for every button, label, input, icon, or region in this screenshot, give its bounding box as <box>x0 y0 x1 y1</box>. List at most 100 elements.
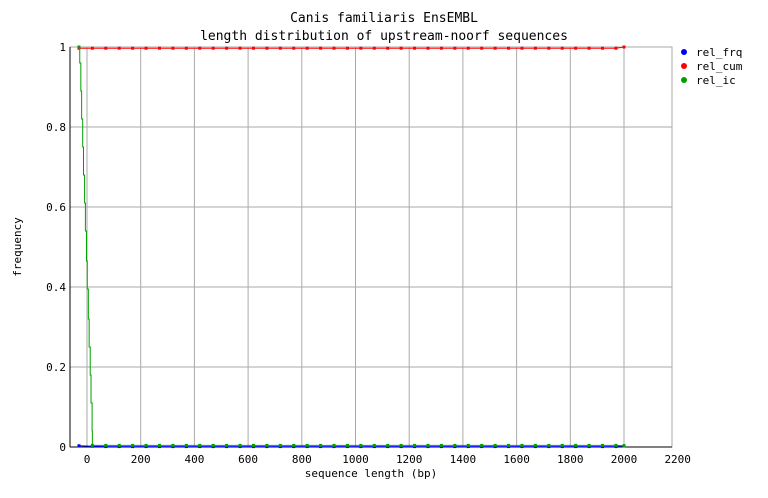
data-point-rel_cum <box>453 46 457 50</box>
data-point-rel_cum <box>265 46 269 50</box>
x-tick-label: 2000 <box>611 453 638 466</box>
data-point-rel_cum <box>251 46 255 50</box>
series-line-rel_ic <box>78 46 625 447</box>
y-tick-label: 1 <box>59 41 66 54</box>
data-point-rel_ic <box>278 443 282 447</box>
data-point-rel_ic <box>533 443 537 447</box>
data-point-rel_ic <box>547 443 551 447</box>
data-point-rel_cum <box>507 46 511 50</box>
data-point-rel_cum <box>305 46 309 50</box>
x-tick-label: 400 <box>184 453 204 466</box>
legend-label-rel_frq: rel_frq <box>696 46 742 59</box>
legend-marker-rel_cum <box>681 63 687 69</box>
data-point-rel_cum <box>547 46 551 50</box>
data-point-rel_cum <box>520 46 524 50</box>
data-point-rel_cum <box>386 46 390 50</box>
x-tick-label: 1200 <box>396 453 423 466</box>
data-point-rel_cum <box>493 46 497 50</box>
data-point-rel_ic <box>225 443 229 447</box>
x-tick-label: 2200 <box>664 453 691 466</box>
data-point-rel_ic <box>319 443 323 447</box>
data-point-rel_ic <box>211 443 215 447</box>
data-point-rel_ic <box>453 443 457 447</box>
data-point-rel_cum <box>278 46 282 50</box>
data-point-rel_ic <box>439 443 443 447</box>
data-point-rel_ic <box>104 443 108 447</box>
data-point-rel_cum <box>90 46 94 50</box>
x-tick-label: 1400 <box>450 453 477 466</box>
data-point-rel_cum <box>332 46 336 50</box>
chart-subtitle: length distribution of upstream-noorf se… <box>200 29 568 44</box>
legend-label-rel_cum: rel_cum <box>696 60 743 73</box>
data-point-rel_ic <box>587 443 591 447</box>
data-point-rel_ic <box>198 443 202 447</box>
data-point-rel_cum <box>587 46 591 50</box>
data-point-rel_cum <box>211 46 215 50</box>
x-tick-label: 200 <box>131 453 151 466</box>
data-point-rel_cum <box>144 46 148 50</box>
data-point-rel_cum <box>198 46 202 50</box>
data-point-rel_ic <box>426 443 430 447</box>
data-point-rel_cum <box>359 46 363 50</box>
data-point-rel_cum <box>574 46 578 50</box>
data-point-rel_cum <box>601 46 605 50</box>
data-point-rel_ic <box>520 443 524 447</box>
data-point-rel_ic <box>359 443 363 447</box>
data-point-rel_cum <box>480 46 484 50</box>
data-point-rel_ic <box>171 443 175 447</box>
data-point-rel_cum <box>171 46 175 50</box>
data-point-rel_cum <box>372 46 376 50</box>
data-point-rel_cum <box>466 46 470 50</box>
y-axis-label: frequency <box>11 217 24 277</box>
series-line-rel_frq <box>78 445 625 448</box>
data-point-rel_ic <box>560 443 564 447</box>
x-tick-label: 1800 <box>557 453 584 466</box>
legend-label-rel_ic: rel_ic <box>696 74 736 87</box>
data-point-rel_cum <box>533 46 537 50</box>
data-point-rel_cum <box>413 46 417 50</box>
data-point-rel_ic <box>184 443 188 447</box>
data-point-rel_cum <box>292 46 296 50</box>
data-point-rel_cum <box>238 46 242 50</box>
data-point-rel_ic <box>413 443 417 447</box>
data-point-rel_ic <box>131 443 135 447</box>
data-point-rel_cum <box>117 46 121 50</box>
data-point-rel_cum <box>399 46 403 50</box>
x-axis-label: sequence length (bp) <box>305 467 437 480</box>
x-tick-label: 1600 <box>503 453 530 466</box>
plot-frame <box>69 46 673 448</box>
y-tick-label: 0 <box>59 441 66 454</box>
y-tick-label: 0.4 <box>46 281 66 294</box>
data-point-rel_ic <box>507 443 511 447</box>
data-point-rel_ic <box>399 443 403 447</box>
data-point-rel_cum <box>131 46 135 50</box>
data-point-rel_ic <box>157 443 161 447</box>
data-point-rel_cum <box>157 46 161 50</box>
data-point-rel_ic <box>305 443 309 447</box>
data-point-rel_ic <box>265 443 269 447</box>
data-point-rel_ic <box>292 443 296 447</box>
data-point-rel_cum <box>225 46 229 50</box>
y-tick-label: 0.8 <box>46 121 66 134</box>
data-point-rel_cum <box>622 45 626 49</box>
data-point-rel_ic <box>466 443 470 447</box>
data-point-rel_ic <box>117 443 121 447</box>
data-point-rel_cum <box>614 46 618 50</box>
data-point-rel_ic <box>493 443 497 447</box>
x-tick-label: 800 <box>292 453 312 466</box>
data-point-rel_ic <box>345 443 349 447</box>
data-point-rel_ic <box>480 443 484 447</box>
data-point-rel_cum <box>345 46 349 50</box>
data-point-rel_cum <box>560 46 564 50</box>
data-point-rel_ic <box>251 443 255 447</box>
y-tick-label: 0.6 <box>46 201 66 214</box>
data-point-rel_ic <box>386 443 390 447</box>
data-point-rel_cum <box>104 46 108 50</box>
x-tick-label: 0 <box>84 453 91 466</box>
data-point-rel_cum <box>319 46 323 50</box>
data-point-rel_ic <box>601 443 605 447</box>
data-point-rel_ic <box>574 443 578 447</box>
y-tick-label: 0.2 <box>46 361 66 374</box>
